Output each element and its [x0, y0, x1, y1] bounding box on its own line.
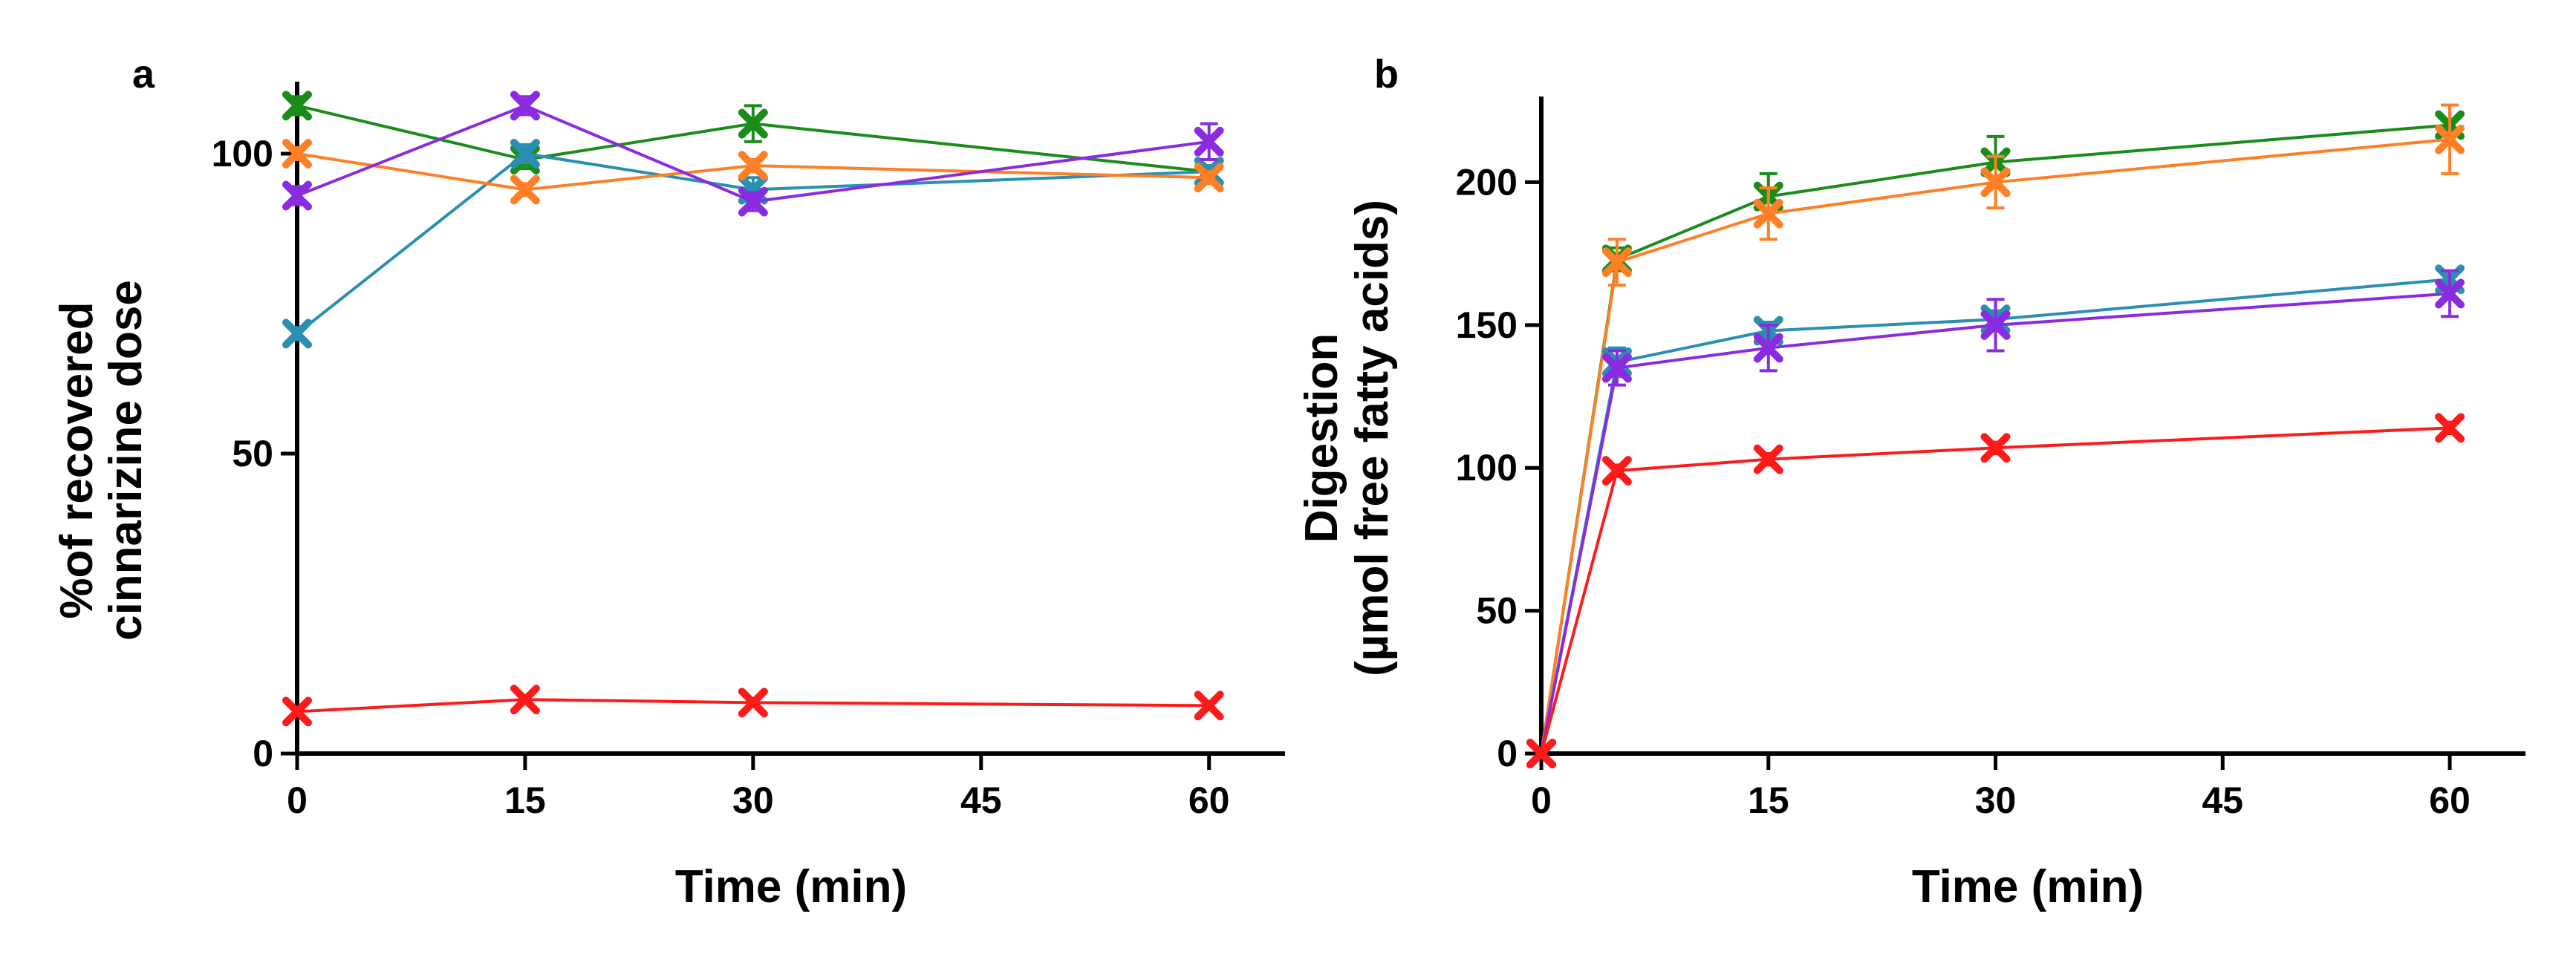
panel-b-series-purple-marker-stroke — [1980, 310, 2011, 340]
panel-b-series-purple-point — [2435, 278, 2465, 309]
panel-b-series-purple-point — [1601, 353, 1632, 383]
panel-a-series-orange-marker-stroke — [738, 151, 768, 181]
panel-a-y-axis-title-line-1: %of recovered — [51, 301, 103, 618]
panel-a-series-orange-point — [282, 138, 312, 169]
panel-b-series-orange-point — [1753, 198, 1783, 229]
panel-b-series-purple-marker-stroke — [1601, 353, 1632, 383]
panel-b-y-tick-label: 50 — [1476, 590, 1518, 632]
panel-b-series-red-line — [1540, 426, 2450, 754]
panel-a-series-orange-point — [738, 151, 768, 181]
panel-a-chart: a %of recovered cinnarizine dose Time (m… — [51, 52, 1285, 912]
panel-b-x-tick-label: 30 — [1975, 780, 2017, 821]
panel-b-x-tick-label: 45 — [2202, 780, 2243, 821]
panel-b-series-orange-marker-stroke — [1601, 247, 1632, 278]
panel-b-series-red-marker-stroke — [2435, 413, 2465, 443]
panel-a-series-purple-point — [510, 91, 540, 121]
panel-b-y-tick-label: 200 — [1456, 161, 1518, 203]
panel-a-series-orange-point — [1194, 163, 1224, 193]
panel-b-series-purple-line — [1540, 292, 2450, 754]
panel-a-x-tick-label: 45 — [960, 780, 1002, 821]
panel-a-series-red-marker-stroke — [1194, 690, 1224, 721]
panel-b-x-tick-label: 60 — [2429, 780, 2471, 821]
panel-b-series-red-marker-stroke — [1526, 739, 1556, 768]
panel-b-chart: b Digestion (µmol free fatty acids) Time… — [1296, 52, 2525, 912]
panel-b-x-tick-label: 15 — [1748, 780, 1789, 821]
panel-a-series-purple-marker-stroke — [738, 186, 768, 217]
panel-b-y-tick-label: 100 — [1456, 447, 1518, 489]
panel-a-series-purple-marker-stroke — [282, 180, 312, 211]
panel-b-y-axis-title-line-1: Digestion — [1296, 333, 1347, 543]
panel-a-series-green-line — [296, 104, 1209, 174]
panel-a-label: a — [132, 52, 155, 97]
panel-a-series-green-marker-stroke — [282, 91, 312, 121]
panel-a-series-red-point — [510, 685, 540, 715]
panel-b-series-red-marker-stroke — [1753, 444, 1783, 474]
panel-a-series-red-line — [296, 698, 1209, 713]
panel-a-y-axis-title-line-2: cinnarizine dose — [100, 280, 152, 641]
panel-a-series-purple-point — [1194, 126, 1224, 157]
panel-b-series-red-point — [1980, 433, 2011, 463]
panel-a-x-tick-label: 30 — [732, 780, 774, 821]
panel-b-series-orange-marker-stroke — [2435, 124, 2465, 154]
panel-b-series-red-point — [1753, 444, 1783, 474]
panel-a-y-tick-label: 100 — [212, 133, 273, 174]
panel-b-series-red-marker-stroke — [1980, 433, 2011, 463]
panel-b-x-axis-title: Time (min) — [1912, 861, 2144, 912]
panel-a-series-green-marker-stroke — [738, 108, 768, 139]
panel-a-series-red-point — [738, 687, 768, 718]
panel-a-series-purple-marker-stroke — [1194, 126, 1224, 157]
panel-b-series-purple-marker-stroke — [2435, 278, 2465, 309]
panel-b-y-axis-title-line-2: (µmol free fatty acids) — [1347, 200, 1398, 676]
panel-b-y-tick-label: 0 — [1497, 733, 1518, 774]
panel-a-series-teal-point — [510, 138, 540, 169]
panel-b-series-orange-marker-stroke — [1980, 167, 2011, 197]
panel-a-series-purple-marker-stroke — [510, 91, 540, 121]
panel-b-series-orange-marker-stroke — [1753, 198, 1783, 229]
panel-a-x-axis-title: Time (min) — [675, 861, 907, 912]
panel-b-series-red-marker-stroke — [1601, 456, 1632, 486]
panel-a-series-teal-marker-stroke — [510, 138, 540, 169]
panel-a-series-orange-point — [510, 174, 540, 205]
panel-b-series-red-point — [1601, 456, 1632, 486]
panel-a-series-red-marker-stroke — [738, 687, 768, 718]
panel-a-series-purple-point — [282, 180, 312, 211]
panel-b-series-orange-point — [2435, 124, 2465, 154]
panel-b-series-orange-point — [1980, 167, 2011, 197]
panel-b-series-green-line — [1540, 123, 2450, 754]
panel-a-x-tick-label: 0 — [287, 780, 308, 821]
panel-b-series-purple-point — [1753, 333, 1783, 363]
panel-a-series-red-point — [282, 696, 312, 727]
panel-a-series-orange-marker-stroke — [510, 174, 540, 205]
panel-a-series-orange-marker-stroke — [282, 138, 312, 169]
panel-a-series-green-point — [282, 91, 312, 121]
panel-a-series-green-point — [738, 108, 768, 139]
panel-b-label: b — [1374, 52, 1399, 97]
panel-a-series-purple-point — [738, 186, 768, 217]
panel-a-series-teal-marker-stroke — [282, 318, 312, 349]
panel-a-series-red-marker-stroke — [510, 685, 540, 715]
panel-a-series-red-marker-stroke — [282, 696, 312, 727]
panel-b-series-purple-point — [1980, 310, 2011, 340]
panel-a-x-tick-label: 15 — [504, 780, 546, 821]
panel-b-x-tick-label: 0 — [1531, 780, 1552, 821]
panel-b-y-tick-label: 150 — [1456, 304, 1518, 346]
panel-a-y-tick-label: 50 — [232, 433, 273, 474]
panel-a-series-teal-line — [296, 151, 1209, 335]
panel-b-series-orange-point — [1601, 247, 1632, 278]
panel-a-series-purple-line — [296, 104, 1209, 203]
panel-b-series-purple-marker-stroke — [1753, 333, 1783, 363]
panel-a-series-orange-marker-stroke — [1194, 163, 1224, 193]
panel-a-y-tick-label: 0 — [253, 733, 273, 774]
panel-a-x-tick-label: 60 — [1188, 780, 1230, 821]
panel-a-series-teal-point — [282, 318, 312, 349]
panel-b-series-red-point — [1526, 739, 1556, 768]
panel-b-series-red-point — [2435, 413, 2465, 443]
panel-a-series-red-point — [1194, 690, 1224, 721]
